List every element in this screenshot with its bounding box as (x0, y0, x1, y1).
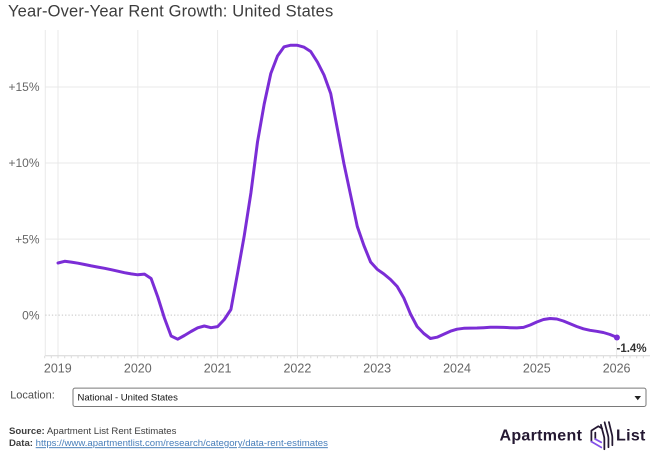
svg-text:Apartment: Apartment (500, 428, 583, 445)
svg-text:Location:: Location: (10, 390, 55, 402)
svg-text:+15%: +15% (8, 80, 39, 94)
svg-text:2022: 2022 (283, 361, 311, 375)
svg-text:2025: 2025 (523, 361, 551, 375)
svg-text:List: List (616, 428, 646, 445)
svg-text:2020: 2020 (124, 361, 152, 375)
svg-text:2019: 2019 (44, 361, 72, 375)
svg-text:2024: 2024 (443, 361, 471, 375)
svg-text:Data: https://www.apartmentlis: Data: https://www.apartmentlist.com/rese… (9, 438, 328, 449)
svg-text:2026: 2026 (603, 361, 631, 375)
svg-text:2023: 2023 (363, 361, 391, 375)
svg-text:National - United States: National - United States (78, 392, 179, 403)
svg-text:+10%: +10% (8, 156, 39, 170)
svg-text:+5%: +5% (15, 232, 40, 246)
svg-text:2021: 2021 (204, 361, 232, 375)
svg-text:0%: 0% (22, 308, 40, 322)
svg-text:-1.4%: -1.4% (617, 343, 647, 355)
svg-text:Year-Over-Year Rent Growth: Un: Year-Over-Year Rent Growth: United State… (8, 3, 333, 21)
svg-text:Source: Apartment List Rent Es: Source: Apartment List Rent Estimates (9, 426, 177, 437)
